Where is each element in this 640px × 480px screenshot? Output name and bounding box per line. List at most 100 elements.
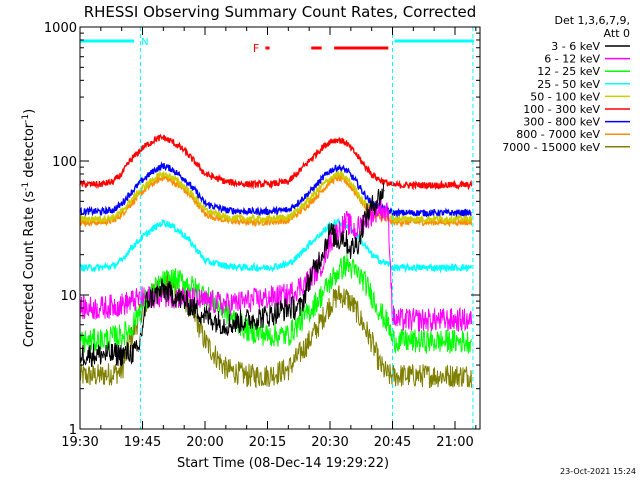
- data-point-12-25-kev: [225, 311, 227, 313]
- footer-date: 23-Oct-2021 15:24: [560, 467, 636, 476]
- data-point-25-50-kev: [196, 248, 198, 250]
- data-point-800-7000-kev: [121, 213, 123, 215]
- legend-label-300-800-kev: 300 - 800 keV: [523, 116, 600, 129]
- data-point-7000-15000-kev: [321, 319, 323, 321]
- data-point-12-25-kev: [267, 334, 268, 336]
- data-point-50-100-kev: [308, 198, 310, 200]
- data-point-12-25-kev: [346, 263, 348, 265]
- data-point-25-50-kev: [362, 243, 364, 245]
- data-point-50-100-kev: [121, 210, 123, 212]
- data-point-7000-15000-kev: [129, 340, 131, 342]
- data-point-50-100-kev: [354, 188, 356, 190]
- data-point-100-300-kev: [362, 163, 364, 165]
- data-point-800-7000-kev: [196, 202, 198, 204]
- data-point-25-50-kev: [100, 267, 102, 269]
- data-point-6-12-kev: [387, 213, 389, 215]
- data-point-300-800-kev: [112, 209, 114, 211]
- data-point-12-25-kev: [387, 324, 389, 326]
- data-point-25-50-kev: [121, 260, 123, 262]
- data-point-25-50-kev: [454, 267, 456, 269]
- x-tick-label: 19:30: [61, 435, 98, 450]
- data-point-6-12-kev: [433, 319, 435, 321]
- data-point-100-300-kev: [346, 143, 348, 145]
- data-point-12-25-kev: [362, 279, 364, 281]
- data-point-300-800-kev: [354, 179, 356, 181]
- data-point-800-7000-kev: [337, 177, 339, 179]
- data-point-6-12-kev: [100, 307, 102, 309]
- series-layer: [79, 133, 473, 389]
- data-point-6-12-kev: [267, 297, 268, 299]
- data-point-12-25-kev: [162, 281, 164, 283]
- series-line-3-6-kev: [79, 182, 385, 367]
- data-point-6-12-kev: [346, 221, 348, 223]
- data-point-300-800-kev: [362, 192, 364, 194]
- data-point-7000-15000-kev: [387, 375, 389, 377]
- legend-label-100-300-kev: 100 - 300 keV: [523, 103, 600, 116]
- y-tick-label: 10: [60, 289, 77, 304]
- y-tick-label: 100: [52, 155, 77, 170]
- data-point-300-800-kev: [129, 193, 131, 195]
- x-tick-label: 19:45: [124, 435, 161, 450]
- data-point-3-6-kev: [162, 288, 164, 290]
- data-point-100-300-kev: [129, 160, 131, 162]
- data-point-6-12-kev: [412, 319, 414, 321]
- data-point-3-6-kev: [371, 206, 373, 208]
- night-label: N: [141, 37, 148, 48]
- x-tick-label: 20:00: [186, 435, 223, 450]
- data-point-7000-15000-kev: [204, 340, 206, 342]
- data-point-100-300-kev: [296, 173, 298, 175]
- data-point-50-100-kev: [204, 209, 206, 211]
- y-axis-title-exp1: -1: [21, 182, 31, 191]
- y-axis-title-end: ): [22, 109, 37, 114]
- legend-label-25-50-kev: 25 - 50 keV: [537, 78, 600, 91]
- data-point-50-100-kev: [154, 177, 156, 179]
- data-point-25-50-kev: [387, 263, 389, 265]
- data-point-7000-15000-kev: [471, 375, 473, 377]
- data-point-25-50-kev: [412, 267, 414, 269]
- data-point-12-25-kev: [337, 270, 339, 272]
- data-point-300-800-kev: [246, 210, 248, 212]
- data-point-300-800-kev: [346, 169, 348, 171]
- data-point-12-25-kev: [100, 339, 102, 341]
- data-point-300-800-kev: [308, 192, 310, 194]
- data-point-3-6-kev: [308, 279, 310, 281]
- y-axis-title-main: Corrected Count Rate (s: [22, 191, 37, 348]
- data-point-100-300-kev: [412, 184, 414, 186]
- data-point-800-7000-kev: [267, 221, 268, 223]
- data-point-6-12-kev: [329, 241, 331, 243]
- data-point-300-800-kev: [183, 178, 185, 180]
- data-point-300-800-kev: [287, 209, 289, 211]
- data-point-300-800-kev: [100, 210, 102, 212]
- data-point-3-6-kev: [300, 307, 302, 309]
- data-point-300-800-kev: [454, 212, 456, 214]
- legend-label-800-7000-kev: 800 - 7000 keV: [516, 128, 600, 141]
- data-point-7000-15000-kev: [267, 375, 268, 377]
- series-line-100-300-kev: [79, 133, 473, 191]
- data-point-100-300-kev: [183, 149, 185, 151]
- data-point-100-300-kev: [246, 183, 248, 185]
- data-point-300-800-kev: [321, 178, 323, 180]
- data-point-6-12-kev: [142, 297, 143, 299]
- data-point-25-50-kev: [287, 263, 289, 265]
- x-tick-label: 20:30: [311, 435, 348, 450]
- data-point-7000-15000-kev: [454, 375, 456, 377]
- data-point-100-300-kev: [337, 138, 339, 140]
- data-point-100-300-kev: [433, 184, 435, 186]
- data-point-100-300-kev: [142, 147, 143, 149]
- y-axis-title: Corrected Count Rate (s-1 detector-1): [21, 109, 37, 347]
- data-point-300-800-kev: [225, 209, 227, 211]
- data-point-6-12-kev: [204, 300, 206, 302]
- data-point-100-300-kev: [204, 173, 206, 175]
- data-point-800-7000-kev: [321, 190, 323, 192]
- data-point-7000-15000-kev: [287, 368, 289, 370]
- data-point-6-12-kev: [354, 230, 356, 232]
- data-point-50-100-kev: [246, 218, 248, 220]
- data-point-50-100-kev: [362, 200, 364, 202]
- data-point-800-7000-kev: [433, 221, 435, 223]
- data-point-6-12-kev: [454, 319, 456, 321]
- series-25-50-kev: [79, 217, 473, 274]
- data-point-800-7000-kev: [204, 213, 206, 215]
- y-axis-title-exp2: -1: [21, 114, 31, 123]
- data-point-12-25-kev: [454, 340, 456, 342]
- data-point-7000-15000-kev: [225, 368, 227, 370]
